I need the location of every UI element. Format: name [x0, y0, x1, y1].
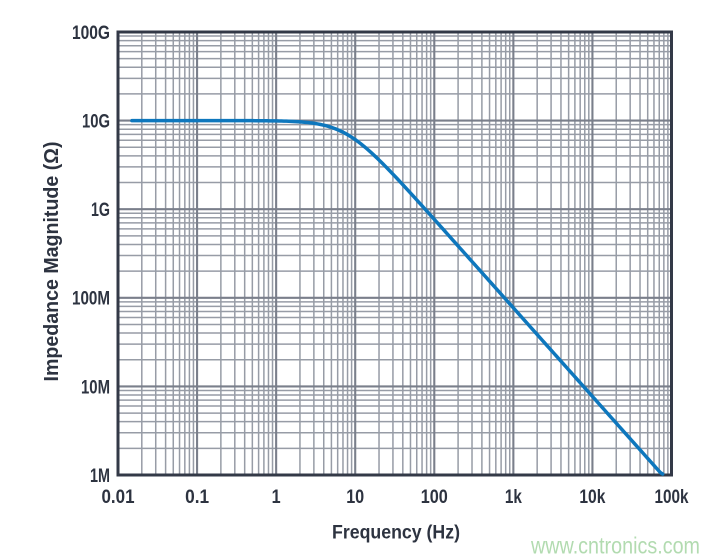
- svg-text:Impedance Magnitude (Ω): Impedance Magnitude (Ω): [41, 142, 63, 382]
- svg-text:1M: 1M: [90, 466, 110, 487]
- svg-text:10M: 10M: [81, 377, 110, 398]
- svg-text:100k: 100k: [655, 487, 689, 508]
- svg-text:Frequency (Hz): Frequency (Hz): [332, 523, 460, 544]
- svg-text:1G: 1G: [91, 200, 110, 221]
- svg-text:100M: 100M: [72, 289, 110, 310]
- svg-text:1k: 1k: [505, 487, 522, 508]
- svg-text:1: 1: [272, 487, 281, 508]
- svg-text:www.cntronics.com: www.cntronics.com: [530, 533, 700, 559]
- svg-text:100: 100: [421, 487, 448, 508]
- svg-text:0.1: 0.1: [185, 487, 209, 508]
- svg-text:100G: 100G: [72, 23, 110, 44]
- svg-text:10k: 10k: [579, 487, 605, 508]
- svg-text:10: 10: [346, 487, 364, 508]
- svg-text:0.01: 0.01: [102, 487, 135, 508]
- svg-text:10G: 10G: [82, 112, 110, 133]
